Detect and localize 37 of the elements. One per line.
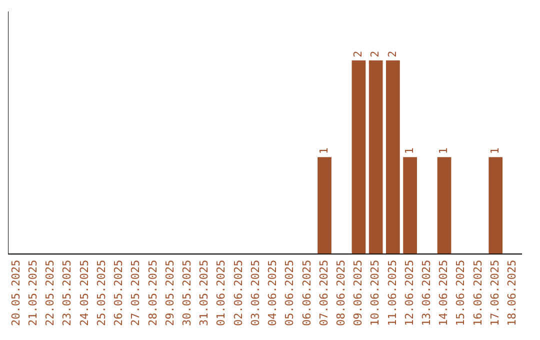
x-tick-label: 09.06.2025	[352, 260, 365, 326]
x-tick-label: 29.05.2025	[163, 260, 176, 326]
x-tick-label: 06.06.2025	[300, 260, 314, 326]
x-tick-label: 31.05.2025	[198, 260, 211, 326]
x-tick-label: 14.06.2025	[437, 260, 450, 326]
x-tick-label: 05.06.2025	[283, 260, 296, 326]
x-tick-label: 17.06.2025	[488, 260, 502, 326]
data-label: 1	[488, 147, 502, 154]
x-tick-label: 16.06.2025	[471, 260, 484, 326]
x-tick-label: 02.06.2025	[232, 260, 245, 326]
data-label: 1	[402, 147, 416, 154]
x-tick-label: 15.06.2025	[454, 260, 468, 326]
x-tick-label: 25.05.2025	[94, 260, 108, 326]
x-tick-label: 27.05.2025	[129, 260, 142, 326]
x-tick-label: 11.06.2025	[386, 260, 399, 326]
x-tick-label: 28.05.2025	[146, 260, 160, 326]
x-tick-label: 20.05.2025	[9, 260, 22, 326]
x-tick-label: 01.06.2025	[214, 260, 228, 326]
x-tick-label: 12.06.2025	[402, 260, 416, 326]
data-label: 2	[386, 50, 399, 58]
x-tick-label: 30.05.2025	[180, 260, 194, 326]
data-label: 1	[317, 147, 330, 154]
x-tick-label: 08.06.2025	[334, 260, 348, 326]
x-tick-label: 26.05.2025	[112, 260, 126, 326]
x-tick-label: 03.06.2025	[248, 260, 262, 326]
x-tick-label: 24.05.2025	[78, 260, 91, 326]
x-tick-label: 13.06.2025	[420, 260, 434, 326]
data-label: 1	[437, 147, 450, 154]
x-tick-label: 18.06.2025	[506, 260, 519, 326]
x-tick-label: 23.05.2025	[60, 260, 74, 326]
x-tick-label: 07.06.2025	[317, 260, 330, 326]
x-tick-label: 22.05.2025	[44, 260, 57, 326]
x-tick-label: 10.06.2025	[368, 260, 382, 326]
data-label: 2	[352, 50, 365, 58]
x-tick-label: 21.05.2025	[26, 260, 40, 326]
x-tick-label: 04.06.2025	[266, 260, 280, 326]
data-label: 2	[368, 50, 382, 58]
